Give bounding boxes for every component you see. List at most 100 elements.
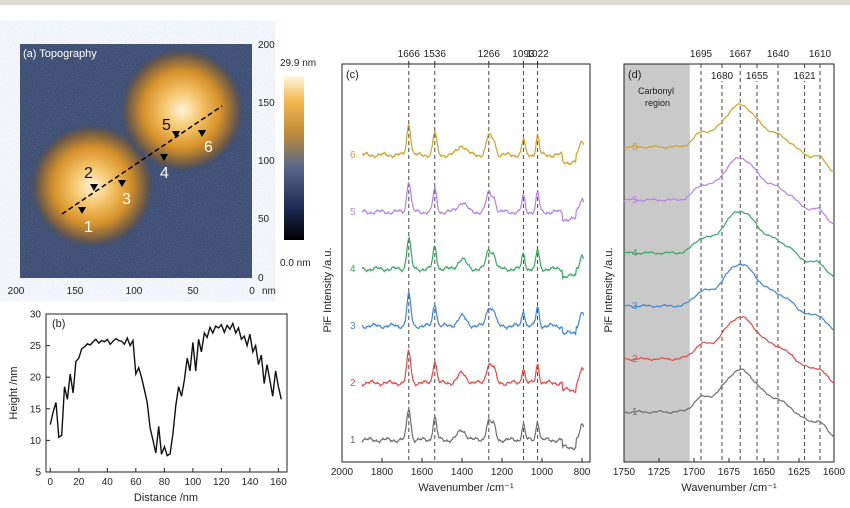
panel-c-spectra: 1 2 3 4 5 6: [350, 124, 585, 451]
spectrum-label: 4: [350, 264, 356, 275]
panel-a-x-unit: nm: [262, 286, 276, 297]
spectrum-2: [361, 348, 585, 394]
x-tick-label: 1200: [491, 467, 514, 478]
x-tick-label: 1725: [648, 467, 671, 478]
x-tick-label: 1650: [753, 467, 776, 478]
panel-d-ylabel: PiF Intensity /a.u.: [603, 248, 615, 333]
peak-label: 1266: [478, 49, 501, 60]
x-tick: 150: [67, 286, 84, 297]
line-profile-path: [61, 105, 223, 215]
x-tick-label: 60: [130, 477, 142, 488]
point-labels: 1 2 3 4 5 6: [84, 117, 213, 236]
x-tick: 100: [126, 286, 143, 297]
peak-label: 1640: [767, 49, 790, 60]
peak-label: 1610: [809, 49, 832, 60]
point-label-2: 2: [84, 165, 93, 182]
spectrum-label: 2: [350, 378, 356, 389]
panel-d-label: (d): [628, 69, 641, 81]
colorbar-max-label: 29.9 nm: [280, 58, 316, 69]
peak-label: 1680: [711, 71, 734, 82]
marker-6: [198, 130, 206, 137]
carbonyl-region-label-line1: Carbonyl: [638, 86, 674, 96]
spectrum-5: [623, 156, 835, 225]
spectrum-3: [623, 263, 835, 331]
panel-b-xlabel: Distance /nm: [134, 492, 198, 504]
x-tick-label: 1800: [371, 467, 394, 478]
panel-b-y-ticks: 5 10 15 20 25 30: [30, 310, 50, 479]
spectrum-label: 5: [350, 207, 356, 218]
panel-c-xlabel: Wavenumber /cm⁻¹: [418, 482, 514, 494]
panel-d-x-ticks: 1750 1725 1700 1675 1650 1625 1600: [613, 458, 846, 478]
spectrum-4: [361, 235, 585, 281]
x-tick-label: 80: [159, 477, 171, 488]
panel-c-label: (c): [346, 69, 359, 81]
y-tick: 100: [258, 156, 275, 167]
x-tick-label: 140: [242, 477, 259, 488]
x-tick-label: 2000: [331, 467, 354, 478]
spectrum-6: [623, 103, 835, 173]
y-tick-label: 25: [30, 341, 42, 352]
colorbar-min-label: 0.0 nm: [280, 258, 311, 269]
peak-label-bg: [746, 69, 768, 81]
point-label-3: 3: [122, 191, 131, 208]
spectrum-label: 6: [632, 142, 638, 153]
peak-label: 1666: [398, 49, 421, 60]
marker-1: [78, 207, 86, 214]
x-tick-label: 1000: [531, 467, 554, 478]
point-label-5: 5: [162, 117, 171, 134]
x-tick: 200: [8, 286, 25, 297]
panel-d-xlabel: Wavenumber /cm⁻¹: [681, 482, 777, 494]
marker-3: [118, 180, 126, 187]
y-tick-label: 30: [30, 310, 42, 321]
y-tick: 50: [258, 214, 270, 225]
point-label-6: 6: [204, 139, 213, 156]
marker-4: [160, 154, 168, 161]
peak-label: 1621: [793, 71, 816, 82]
panel-c-frame: [341, 63, 591, 463]
peak-label: 1695: [690, 49, 713, 60]
x-tick-label: 1600: [823, 467, 846, 478]
panel-c-x-ticks: 2000 1800 1600 1400 1200 1000 800: [331, 458, 591, 478]
y-tick: 200: [258, 40, 275, 51]
height-profile-line: [49, 321, 282, 457]
peak-label: 1022: [526, 49, 549, 60]
spectrum-label: 6: [350, 150, 356, 161]
peak-label-bg: [711, 69, 733, 81]
y-tick-label: 15: [30, 404, 42, 415]
panel-d-pif-spectra-zoom: Carbonyl region (d) 1695 1667 1640 1610 1680…: [603, 49, 846, 494]
x-tick-label: 160: [270, 477, 287, 488]
peak-label: 1667: [729, 49, 752, 60]
spectrum-5: [361, 181, 585, 223]
spectrum-4: [623, 210, 835, 279]
y-tick-label: 20: [30, 373, 42, 384]
particle-right: [118, 46, 246, 174]
panel-a-topography: 1 2 3 4 5 6 (a) Topography 200 150 100 5…: [8, 40, 316, 297]
colorbar: [284, 76, 304, 240]
spectrum-label: 2: [632, 354, 638, 365]
spectrum-label: 1: [350, 435, 356, 446]
x-tick-label: 1675: [718, 467, 741, 478]
panel-a-title: (a) Topography: [23, 48, 97, 60]
y-tick-label: 10: [30, 436, 42, 447]
panel-a-y-ticks: 200 150 100 50 0: [258, 40, 275, 284]
spectrum-2: [623, 315, 835, 384]
panel-d-peak-lines: 1695 1667 1640 1610 1680 1655 1621: [690, 49, 832, 462]
spectrum-label: 1: [632, 407, 638, 418]
peak-label: 1093: [512, 49, 535, 60]
panel-d-spectra: 1 2 3 4 5 6: [623, 103, 835, 439]
y-tick: 0: [258, 273, 264, 284]
panel-b-height-profile: (b) 5 10 15 20 25 30 0 20 40 60 80 100 120 140 160 Di…: [8, 310, 288, 504]
panel-c-ylabel: PiF Intensity /a.u.: [322, 248, 334, 333]
y-tick-label: 5: [35, 468, 41, 479]
marker-2: [90, 184, 98, 191]
panel-a-x-ticks: 200 150 100 50 0: [8, 286, 256, 297]
point-label-1: 1: [84, 219, 93, 236]
panel-b-label: (b): [52, 318, 65, 330]
x-tick-label: 120: [213, 477, 230, 488]
x-tick-label: 20: [73, 477, 85, 488]
panel-b-frame: [45, 313, 288, 473]
carbonyl-region-shade: [624, 64, 690, 462]
marker-5: [172, 131, 180, 138]
